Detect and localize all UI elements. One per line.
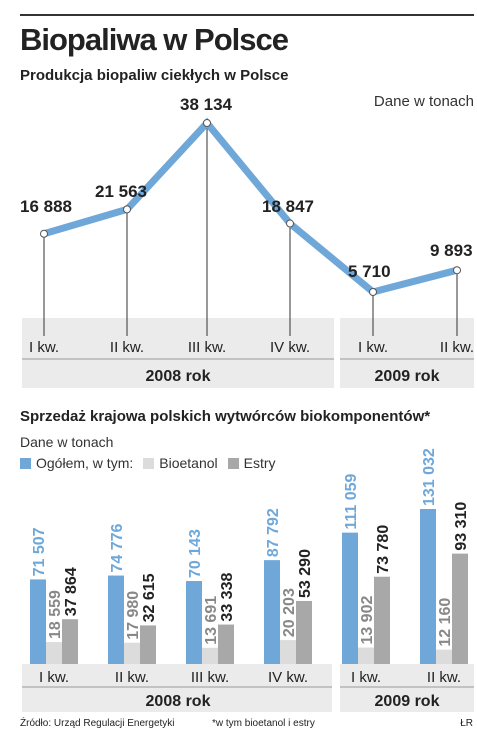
legend-label-bioetanol: Bioetanol xyxy=(159,455,218,471)
bar-chart-legend: Ogółem, w tym: Bioetanol Estry xyxy=(20,455,286,471)
bar-label-bioetanol-4: 13 902 xyxy=(359,596,376,645)
line-category-label-4: I kw. xyxy=(358,339,388,356)
bar-chart-unit: Dane w tonach xyxy=(20,434,114,450)
legend-item-bioetanol: Bioetanol xyxy=(143,455,218,471)
line-category-label-2: III kw. xyxy=(188,339,226,356)
bar-bioetanol-2 xyxy=(202,647,218,664)
bar-label-bioetanol-2: 13 691 xyxy=(203,596,220,645)
line-value-label-2: 38 134 xyxy=(180,95,233,114)
credit: ŁR xyxy=(460,718,473,729)
bar-label-estry-2: 33 338 xyxy=(219,573,236,622)
bar-category-label-4: I kw. xyxy=(351,669,381,686)
line-value-label-1: 21 563 xyxy=(95,182,147,201)
line-value-label-3: 18 847 xyxy=(262,197,314,216)
line-category-label-5: II kw. xyxy=(440,339,474,356)
bar-label-total-4: 111 059 xyxy=(343,473,360,529)
line-category-label-3: IV kw. xyxy=(270,339,310,356)
bar-chart-title: Sprzedaż krajowa polskich wytwórców biok… xyxy=(20,408,431,425)
line-chart-subtitle: Produkcja biopaliw ciekłych w Polsce xyxy=(20,67,289,84)
line-year-label-2008: 2008 rok xyxy=(146,368,211,385)
bar-label-total-3: 87 792 xyxy=(265,508,282,557)
line-chart-unit: Dane w tonach xyxy=(373,93,474,110)
bar-estry-1 xyxy=(140,625,156,664)
bar-label-total-1: 74 776 xyxy=(109,524,126,573)
line-value-label-4: 5 710 xyxy=(348,262,391,281)
bar-estry-5 xyxy=(452,553,468,664)
bar-category-label-5: II kw. xyxy=(427,669,461,686)
bar-total-1 xyxy=(108,575,124,664)
legend-swatch-estry xyxy=(227,457,239,469)
bar-band-2008 xyxy=(22,664,332,712)
bar-estry-4 xyxy=(374,576,390,664)
bar-bioetanol-0 xyxy=(46,642,62,664)
page-title: Biopaliwa w Polsce xyxy=(20,22,289,57)
line-point-3 xyxy=(286,219,294,228)
bar-bioetanol-3 xyxy=(280,640,296,664)
bar-label-total-2: 70 143 xyxy=(187,529,204,578)
bar-year-label-2008: 2008 rok xyxy=(146,693,211,710)
bar-label-bioetanol-0: 18 559 xyxy=(47,590,64,639)
bar-label-total-0: 71 507 xyxy=(31,527,48,576)
bar-bioetanol-1 xyxy=(124,642,140,664)
bar-year-label-2009: 2009 rok xyxy=(375,693,440,710)
bar-label-bioetanol-5: 12 160 xyxy=(437,598,454,647)
line-band-2008 xyxy=(22,318,334,388)
bar-label-bioetanol-1: 17 980 xyxy=(125,591,142,640)
bar-label-estry-1: 32 615 xyxy=(141,573,158,622)
bar-category-label-2: III kw. xyxy=(191,669,229,686)
footnote: *w tym bioetanol i estry xyxy=(212,718,315,729)
bar-total-3 xyxy=(264,560,280,664)
legend-label-total: Ogółem, w tym: xyxy=(36,455,134,471)
line-point-2 xyxy=(203,119,211,127)
line-point-0 xyxy=(40,229,48,238)
legend-label-estry: Estry xyxy=(243,455,276,471)
line-value-label-5: 9 893 xyxy=(430,241,473,260)
line-series xyxy=(40,117,461,296)
bar-label-estry-0: 37 864 xyxy=(63,567,80,616)
line-band-2009 xyxy=(340,318,474,388)
line-point-1 xyxy=(123,205,131,214)
bar-band-2009 xyxy=(340,664,474,712)
bar-estry-2 xyxy=(218,624,234,664)
line-year-label-2009: 2009 rok xyxy=(375,368,440,385)
bar-category-label-1: II kw. xyxy=(115,669,149,686)
bar-estry-0 xyxy=(62,619,78,664)
line-category-label-0: I kw. xyxy=(29,339,59,356)
bar-label-estry-5: 93 310 xyxy=(453,502,470,551)
bar-total-5 xyxy=(420,509,436,664)
legend-swatch-bioetanol xyxy=(143,457,155,469)
top-rule xyxy=(20,14,474,16)
line-category-label-1: II kw. xyxy=(110,339,144,356)
line-value-label-0: 16 888 xyxy=(20,197,72,216)
legend-item-total: Ogółem, w tym: xyxy=(20,455,133,471)
bar-total-4 xyxy=(342,532,358,664)
line-point-5 xyxy=(453,266,461,275)
legend-item-estry: Estry xyxy=(227,455,276,471)
bar-total-0 xyxy=(30,579,46,664)
line-point-4 xyxy=(369,288,377,296)
bar-label-bioetanol-3: 20 203 xyxy=(281,588,298,637)
source-note: Źródło: Urząd Regulacji Energetyki xyxy=(20,718,175,729)
bar-label-total-5: 131 032 xyxy=(421,448,438,506)
bar-bioetanol-5 xyxy=(436,649,452,664)
bar-bioetanol-4 xyxy=(358,647,374,664)
bar-category-label-3: IV kw. xyxy=(268,669,308,686)
bar-label-estry-3: 53 290 xyxy=(297,549,314,598)
bar-category-label-0: I kw. xyxy=(39,669,69,686)
legend-swatch-total xyxy=(20,457,31,469)
bar-estry-3 xyxy=(296,600,312,664)
bar-label-estry-4: 73 780 xyxy=(375,525,392,574)
bar-total-2 xyxy=(186,581,202,664)
